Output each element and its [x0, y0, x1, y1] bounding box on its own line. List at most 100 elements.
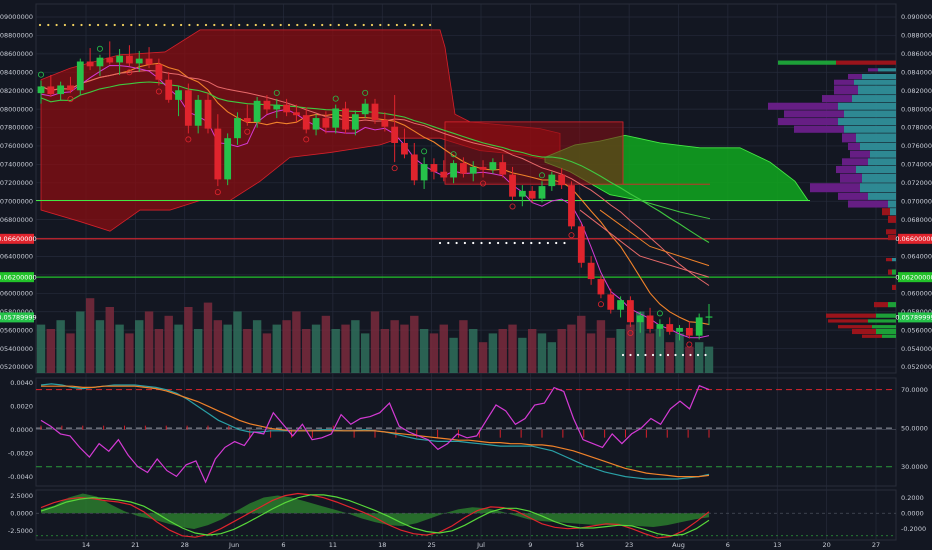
volume-bar	[95, 320, 105, 373]
volume-profile-bar	[888, 234, 896, 241]
candle-down	[47, 86, 55, 95]
volume-profile	[768, 60, 896, 338]
price-tag	[0, 233, 34, 244]
candle-down	[587, 262, 595, 280]
volume-profile-bar	[828, 319, 868, 323]
volume-bar	[193, 329, 203, 373]
candle-down	[302, 115, 310, 130]
volume-profile-bar	[836, 165, 856, 174]
setup-dot	[497, 241, 500, 245]
momentum-right-axis-label: 0.0000	[901, 509, 924, 517]
volume-bar	[449, 337, 458, 373]
price-axis-right-label: 0.08600000	[901, 50, 932, 58]
volume-profile-bar	[862, 334, 882, 338]
count-marker	[185, 136, 192, 143]
volume-profile-bar	[888, 215, 896, 223]
volume-profile-bar	[822, 95, 852, 103]
candlestick-series[interactable]	[37, 41, 713, 341]
volume-profile-bar	[844, 110, 896, 118]
setup-dot	[229, 23, 232, 27]
price-axis-left-label: 0.06800000	[0, 216, 33, 224]
count-marker	[509, 203, 516, 210]
price-tag-label: 0.05789999	[895, 314, 932, 322]
price-axis-right-label: 0.05600000	[901, 326, 932, 334]
volume-bar	[380, 329, 390, 373]
price-axis-left-label: 0.08800000	[0, 32, 33, 40]
volume-profile-bar	[844, 125, 896, 133]
candle-down	[391, 126, 399, 143]
candle-down	[410, 154, 418, 181]
volume-bar	[547, 342, 557, 373]
setup-dot	[188, 23, 191, 27]
time-axis-label: Jul	[476, 541, 485, 549]
setup-dot	[312, 23, 315, 27]
setup-dot	[105, 23, 108, 27]
rsi-axis-label: 50.0000	[901, 424, 928, 432]
time-axis-label: 25	[427, 541, 435, 549]
setup-dot	[121, 23, 125, 27]
setup-dot	[674, 353, 677, 357]
volume-bar	[85, 298, 95, 373]
candle-down	[293, 112, 300, 116]
oscillator-panel[interactable]	[36, 383, 896, 484]
oscillator-axis-label: 0.0020	[10, 402, 33, 410]
count-marker	[597, 301, 604, 308]
setup-dot	[213, 23, 216, 27]
price-tag-label: 0.05789999	[0, 314, 37, 322]
setup-dot	[263, 23, 266, 27]
volume-profile-bar	[876, 328, 896, 335]
setup-dot	[404, 23, 407, 27]
volume-bar	[360, 333, 370, 373]
candle-up	[636, 315, 644, 323]
time-axis-label: 27	[872, 541, 880, 549]
setup-dot	[621, 353, 625, 357]
volume-bar	[302, 329, 311, 373]
volume-profile-bar	[892, 257, 896, 262]
setup-dot	[530, 241, 533, 245]
time-axis-label: 6	[281, 541, 285, 549]
volume-bar	[655, 329, 665, 373]
price-axis-left-label: 0.08600000	[0, 50, 33, 58]
candle-down	[460, 163, 467, 174]
volume-bar	[213, 320, 223, 373]
time-axis-label: 21	[131, 541, 139, 549]
candle-up	[518, 190, 526, 197]
candle-up	[489, 162, 497, 170]
oscillator-axis-label: -0.0020	[8, 449, 33, 457]
volume-bar	[567, 324, 576, 373]
volume-profile-bar	[836, 60, 896, 65]
time-axis-label: 16	[576, 541, 584, 549]
count-marker	[303, 136, 310, 143]
price-axis-right-label: 0.07200000	[901, 179, 932, 187]
setup-dot	[521, 241, 525, 245]
setup-dot	[346, 23, 349, 27]
volume-bar	[704, 346, 714, 373]
momentum-panel[interactable]	[36, 492, 896, 539]
setup-dot	[438, 241, 442, 245]
candle-up	[116, 55, 123, 63]
price-tag-label: 0.06600000	[0, 235, 37, 243]
candle-down	[430, 164, 438, 172]
candle-up	[76, 61, 84, 91]
setup-dot	[555, 241, 558, 245]
candle-down	[204, 99, 212, 129]
momentum-line-green	[40, 494, 710, 537]
candle-up	[96, 57, 104, 67]
count-marker	[214, 189, 221, 196]
time-axis-label: 28	[181, 541, 189, 549]
volume-bar	[105, 307, 114, 373]
price-axis-left-label: 0.08000000	[0, 105, 33, 113]
count-marker	[126, 69, 133, 76]
setup-dot	[204, 23, 208, 27]
count-marker	[686, 341, 693, 348]
rsi-line	[40, 384, 710, 484]
price-axis-right-label: 0.08800000	[901, 32, 932, 40]
volume-bar	[675, 333, 684, 373]
setup-dot	[455, 241, 458, 245]
count-marker	[480, 180, 487, 187]
volume-bar	[292, 311, 301, 373]
setup-dot	[546, 241, 550, 245]
candle-up	[135, 58, 143, 64]
candle-down	[322, 118, 330, 128]
